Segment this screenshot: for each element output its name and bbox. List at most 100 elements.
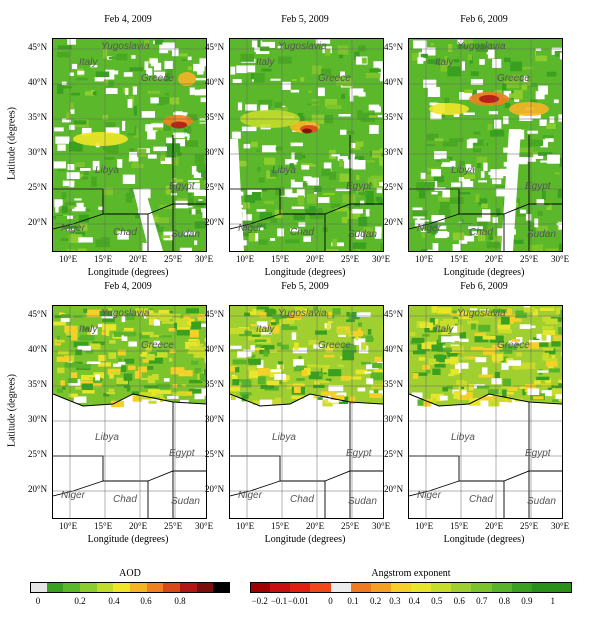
aod-cell: [147, 154, 157, 159]
aod-cell: [540, 160, 552, 163]
aod-cell: [166, 66, 173, 75]
aod-cell: [355, 231, 363, 240]
aod-cell: [558, 114, 562, 122]
aod-cell: [261, 41, 275, 48]
aod-cell: [54, 127, 64, 132]
aod-cell: [131, 55, 136, 59]
angstrom-cell: [482, 335, 496, 340]
angstrom-cell: [86, 309, 102, 318]
aod-cell: [154, 62, 162, 71]
aod-cell: [535, 55, 547, 62]
colorbar-title: Angstrom exponent: [371, 568, 451, 579]
angstrom-cell: [57, 388, 64, 393]
angstrom-cell: [494, 371, 500, 379]
angstrom-cell: [502, 389, 507, 398]
region-label: Niger: [61, 490, 85, 501]
aod-cell: [457, 41, 464, 49]
aod-cell: [156, 96, 170, 106]
aod-cell: [165, 73, 170, 82]
angstrom-cell: [474, 332, 486, 337]
aod-cell: [360, 92, 366, 97]
angstrom-cell: [249, 370, 258, 379]
aod-cell: [131, 94, 145, 103]
region-label: Yugoslavia: [101, 41, 150, 52]
aod-cell: [373, 61, 383, 71]
aod-cell: [452, 244, 461, 251]
aod-cell: [317, 159, 321, 165]
x-axis-label: Longitude (degrees): [443, 534, 525, 545]
aod-cell: [370, 175, 383, 179]
aod-cell: [536, 199, 545, 205]
angstrom-cell: [422, 398, 431, 407]
angstrom-cell: [459, 357, 470, 360]
aod-cell: [230, 66, 236, 75]
aod-cell: [341, 216, 348, 224]
aod-cell: [527, 113, 541, 119]
aod-cell: [125, 87, 129, 95]
angstrom-cell: [475, 357, 487, 363]
aod-cell: [132, 86, 137, 96]
angstrom-cell: [131, 391, 140, 395]
aod-cell: [351, 208, 363, 214]
angstrom-cell: [366, 378, 374, 385]
angstrom-cell: [148, 318, 158, 326]
aod-cell: [338, 52, 344, 59]
angstrom-cell: [168, 328, 176, 332]
angstrom-cell: [191, 321, 202, 330]
aod-cell: [539, 119, 547, 126]
angstrom-cell: [461, 390, 466, 395]
aod-cell: [329, 171, 336, 180]
angstrom-cell: [78, 364, 91, 369]
aod-cell: [335, 188, 351, 192]
angstrom-cell: [148, 400, 157, 404]
lat-tick-label: 35°N: [205, 379, 225, 389]
angstrom-cell: [197, 314, 206, 321]
angstrom-cell: [502, 378, 511, 386]
angstrom-cell: [67, 378, 78, 384]
aod-cell: [338, 114, 351, 117]
angstrom-cell: [99, 310, 113, 317]
aod-cell: [291, 79, 297, 81]
angstrom-cell: [437, 330, 444, 333]
aod-cell: [365, 209, 370, 217]
aod-cell: [153, 71, 165, 75]
lon-tick-label: 30°E: [551, 521, 570, 531]
angstrom-cell: [318, 372, 324, 377]
aod-cell: [527, 130, 538, 134]
angstrom-cell: [181, 384, 186, 387]
angstrom-cell: [358, 322, 363, 327]
aod-cell: [543, 202, 549, 207]
aod-cell: [270, 215, 278, 223]
angstrom-cell: [81, 383, 93, 390]
lat-tick-label: 45°N: [28, 309, 48, 319]
angstrom-cell: [239, 330, 252, 337]
angstrom-cell: [188, 388, 202, 394]
aod-cell: [463, 39, 474, 44]
aod-cell: [417, 218, 421, 228]
region-label: Greece: [318, 340, 351, 351]
aod-cell: [298, 182, 313, 188]
angstrom-cell: [382, 325, 383, 332]
angstrom-cell: [449, 345, 464, 354]
region-label: Sudan: [171, 496, 200, 507]
angstrom-cell: [515, 310, 527, 319]
aod-cell: [270, 238, 276, 241]
angstrom-cell: [437, 307, 452, 314]
aod-cell: [442, 189, 450, 198]
aod-cell: [444, 97, 450, 104]
aod-cell: [518, 66, 533, 70]
lon-tick-label: 15°E: [94, 254, 113, 264]
aod-cell: [257, 39, 261, 48]
angstrom-cell: [504, 351, 513, 354]
angstrom-cell: [121, 365, 127, 372]
colorbar-tick-label: −0.2: [251, 596, 268, 606]
angstrom-cell: [447, 353, 458, 358]
angstrom-cell: [58, 350, 69, 355]
lon-tick-label: 30°E: [372, 254, 391, 264]
aod-cell: [510, 61, 523, 72]
aod-cell: [141, 111, 155, 118]
panel-title: Feb 4, 2009: [104, 281, 152, 292]
aod-cell: [362, 181, 374, 190]
aod-cell: [76, 202, 84, 208]
aod-cell: [434, 151, 447, 160]
